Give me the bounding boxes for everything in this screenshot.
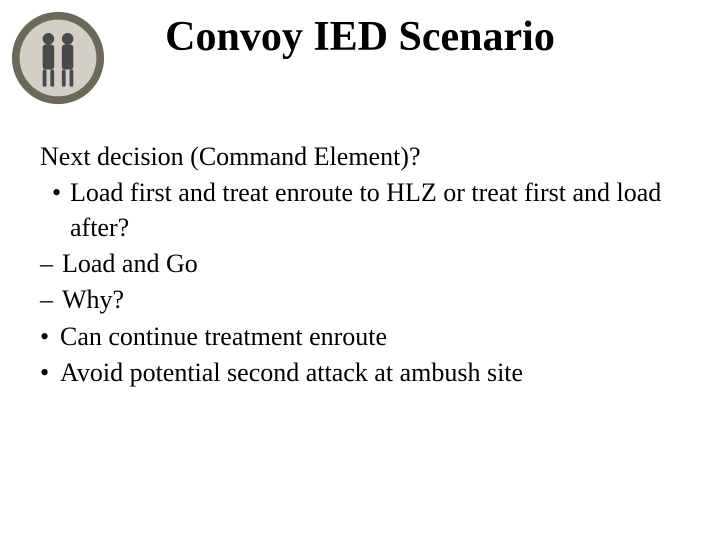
bullet-1b1: Can continue treatment enroute xyxy=(40,320,680,354)
bullet-1a-text: Load and Go xyxy=(62,249,198,278)
slide: Convoy IED Scenario Next decision (Comma… xyxy=(0,0,720,540)
bullet-1b2-text: Avoid potential second attack at ambush … xyxy=(60,358,523,387)
bullet-1-text: Load first and treat enroute to HLZ or t… xyxy=(70,178,661,241)
slide-title: Convoy IED Scenario xyxy=(0,14,720,60)
bullet-1: Load first and treat enroute to HLZ or t… xyxy=(40,176,680,245)
bullet-1b: Why? xyxy=(40,283,680,317)
bullet-1b2: Avoid potential second attack at ambush … xyxy=(40,356,680,390)
slide-body: Next decision (Command Element)? Load fi… xyxy=(40,140,680,392)
lead-text: Next decision (Command Element)? xyxy=(40,140,680,174)
bullet-1b-text: Why? xyxy=(62,285,124,314)
bullet-1a: Load and Go xyxy=(40,247,680,281)
bullet-1b1-text: Can continue treatment enroute xyxy=(60,322,387,351)
